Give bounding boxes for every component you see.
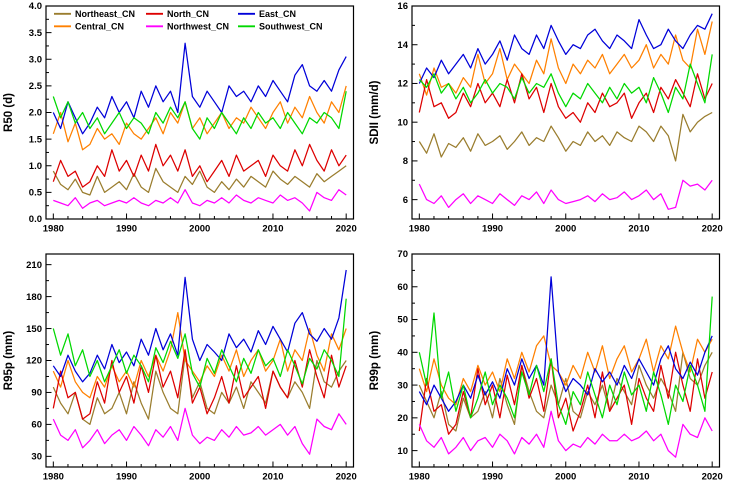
x-tick-label: 1990: [481, 472, 502, 483]
y-tick-label: 6: [402, 195, 407, 206]
series-line-northwest_cn: [418, 179, 713, 210]
y-tick-label: 16: [397, 1, 408, 12]
series-line-northwest_cn: [53, 189, 347, 212]
y-tick-label: 4.0: [29, 1, 42, 12]
x-tick-label: 2010: [262, 472, 283, 483]
series-line-central_cn: [52, 311, 347, 399]
series-line-northeast_cn: [52, 354, 347, 426]
y-tick-label: 60: [397, 282, 408, 293]
series-line-east_cn: [418, 13, 713, 84]
y-tick-label: 60: [31, 420, 42, 431]
chart-sdii: 1980 1990 2000 2010 2020 6 8 10 12 14 16 SDII (mm/d…: [369, 1, 723, 235]
chart-r95p: 1980 1990 2000 2010 2020 30 60 90 120 150 180 210 R9…: [3, 253, 357, 483]
legend-label-north_cn: North_CN: [167, 9, 209, 19]
y-tick-label: 3.5: [29, 28, 43, 39]
series-line-central_cn: [52, 85, 347, 151]
y-axis-label: R99p (mm): [369, 331, 381, 391]
legend-label-east_cn: East_CN: [259, 9, 296, 19]
y-tick-label: 1.5: [29, 134, 43, 145]
x-tick-label: 1980: [408, 224, 429, 235]
series-line-east_cn: [52, 269, 347, 383]
y-axis-label: R50 (d): [3, 93, 15, 132]
y-tick-label: 10: [397, 117, 408, 128]
series-line-east_cn: [52, 42, 347, 135]
y-tick-label: 30: [397, 380, 408, 391]
series-line-east_cn: [418, 276, 713, 412]
x-tick-label: 2000: [555, 224, 576, 235]
x-tick-label: 1980: [408, 472, 429, 483]
y-tick-label: 0.5: [29, 188, 43, 199]
legend-label-southwest_cn: Southwest_CN: [259, 22, 323, 32]
y-tick-label: 2.0: [29, 108, 42, 119]
series-line-northwest_cn: [418, 410, 713, 458]
y-tick-label: 1.0: [29, 161, 42, 172]
y-tick-label: 14: [397, 40, 408, 51]
x-tick-label: 2020: [701, 472, 722, 483]
y-tick-label: 10: [397, 446, 408, 457]
panel-r50: 1980 1990 2000 2010 2020 0.0 0.5 1.0 1.5 2.0 2.5 3.…: [0, 0, 366, 248]
y-tick-label: 3.0: [29, 54, 42, 65]
panel-sdii: 1980 1990 2000 2010 2020 6 8 10 12 14 16 SDII (mm/d…: [366, 0, 731, 248]
panel-r95p: 1980 1990 2000 2010 2020 30 60 90 120 150 180 210 R9…: [0, 248, 366, 496]
series-group: [52, 42, 347, 212]
series-line-northwest_cn: [52, 407, 347, 455]
series-group: [418, 276, 713, 458]
series-group: [52, 269, 347, 455]
series-line-northeast_cn: [52, 165, 347, 196]
y-tick-label: 50: [397, 315, 408, 326]
x-tick-label: 1990: [116, 472, 137, 483]
x-tick-label: 2010: [628, 224, 649, 235]
y-tick-label: 180: [26, 292, 42, 303]
y-tick-label: 12: [397, 79, 408, 90]
series-line-north_cn: [52, 143, 347, 188]
chart-r99p: 1980 1990 2000 2010 2020 10 20 30 40 50 60 70 R99p (…: [369, 249, 723, 483]
x-tick-label: 2020: [336, 224, 357, 235]
y-tick-label: 90: [31, 388, 42, 399]
legend-label-northwest_cn: Northwest_CN: [167, 22, 229, 32]
x-tick-label: 1980: [43, 224, 64, 235]
y-tick-label: 210: [26, 260, 42, 271]
x-tick-label: 1990: [116, 224, 137, 235]
legend-label-central_cn: Central_CN: [75, 22, 124, 32]
y-tick-label: 30: [31, 452, 42, 463]
plot-box: [45, 5, 355, 220]
series-line-southwest_cn: [52, 298, 347, 388]
x-tick-label: 2010: [262, 224, 283, 235]
x-tick-label: 2000: [555, 472, 576, 483]
series-line-southwest_cn: [52, 91, 347, 140]
y-tick-label: 2.5: [29, 81, 43, 92]
x-tick-label: 2020: [336, 472, 357, 483]
series-line-central_cn: [418, 325, 713, 406]
x-tick-label: 2020: [701, 224, 722, 235]
x-tick-label: 1980: [43, 472, 64, 483]
y-tick-label: 20: [397, 413, 408, 424]
y-tick-label: 8: [402, 156, 407, 167]
legend-label-northeast_cn: Northeast_CN: [75, 9, 135, 19]
x-tick-label: 2000: [189, 472, 210, 483]
series-line-central_cn: [418, 21, 713, 96]
y-tick-label: 70: [397, 249, 408, 260]
y-axis-label: SDII (mm/d): [369, 80, 381, 144]
y-axis-label: R95p (mm): [3, 331, 15, 391]
chart-r50: 1980 1990 2000 2010 2020 0.0 0.5 1.0 1.5 2.0 2.5 3.…: [3, 1, 357, 235]
series-line-northeast_cn: [418, 111, 712, 162]
y-tick-label: 150: [26, 324, 42, 335]
series-line-north_cn: [418, 73, 713, 123]
panel-r99p: 1980 1990 2000 2010 2020 10 20 30 40 50 60 70 R99p (…: [366, 248, 731, 496]
series-line-southwest_cn: [418, 296, 713, 426]
y-tick-label: 40: [397, 348, 408, 359]
x-tick-label: 1990: [481, 224, 502, 235]
y-tick-label: 120: [26, 356, 42, 367]
series-group: [418, 13, 713, 210]
x-tick-label: 2000: [189, 224, 210, 235]
y-tick-label: 0.0: [29, 214, 42, 225]
series-line-southwest_cn: [418, 54, 713, 114]
x-tick-label: 2010: [628, 472, 649, 483]
